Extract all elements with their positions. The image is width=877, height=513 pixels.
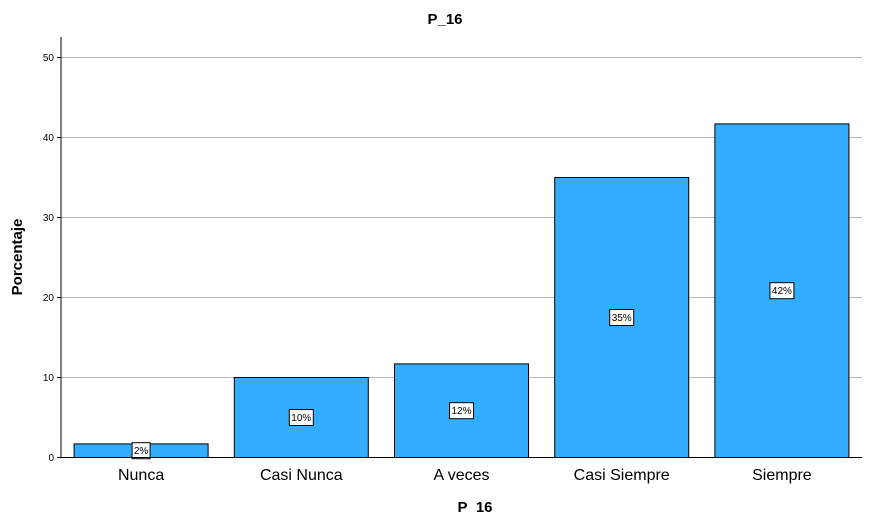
y-tick-label: 10 — [43, 373, 55, 384]
x-tick-label: Nunca — [118, 467, 164, 484]
bars: 2% 10% 12% 35% 42% — [73, 123, 850, 460]
data-label-box — [609, 309, 635, 326]
data-label-box — [449, 402, 474, 420]
data-label-box — [288, 409, 314, 426]
y-axis: 0 10 20 30 40 50 — [43, 37, 62, 464]
y-tick-label: 30 — [43, 213, 55, 224]
data-label-box — [769, 282, 795, 300]
x-tick-label: A veces — [433, 467, 489, 484]
y-tick-label: 20 — [43, 293, 55, 304]
x-tick-label: Casi Nunca — [260, 467, 343, 484]
chart-title: P_16 — [427, 11, 462, 28]
y-tick-label: 0 — [48, 453, 54, 464]
y-tick-label: 40 — [43, 133, 55, 144]
x-axis-title: P_16 — [457, 499, 492, 513]
x-axis: Nunca Casi Nunca A veces Casi Siempre Siempr… — [61, 457, 862, 484]
y-axis-title: Porcentaje — [9, 219, 26, 296]
y-tick-label: 50 — [43, 53, 55, 64]
data-label-box — [131, 442, 151, 460]
data-label: 12% — [451, 406, 471, 417]
data-label: 35% — [612, 313, 632, 324]
x-tick-label: Casi Siempre — [574, 467, 670, 484]
data-label: 42% — [772, 286, 792, 297]
data-label: 2% — [134, 446, 149, 457]
x-tick-label: Siempre — [752, 467, 812, 484]
data-label: 10% — [291, 413, 311, 424]
